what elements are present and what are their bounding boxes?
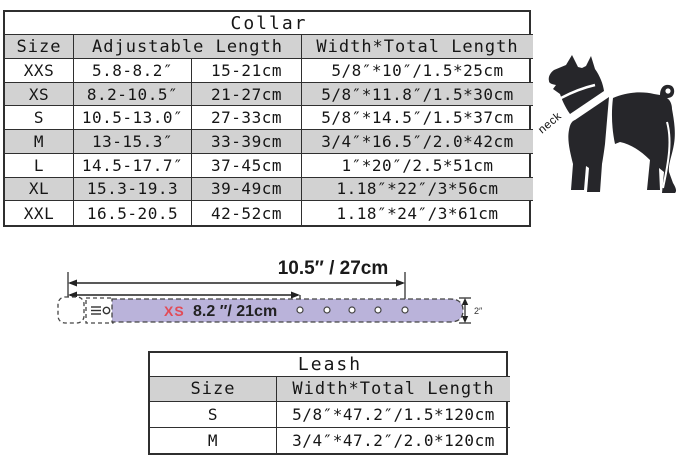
- dog-head-silhouette: [548, 55, 604, 114]
- dog-chest-silhouette: [568, 97, 609, 192]
- leash-header-size: Size: [150, 377, 277, 402]
- collar-strap: [111, 298, 464, 323]
- collar-row-size: S: [5, 106, 74, 131]
- dog-body-silhouette: [611, 84, 677, 193]
- collar-row-cm: 39-49cm: [192, 177, 302, 202]
- collar-row-cm: 37-45cm: [192, 153, 302, 178]
- strap-holes: [296, 306, 409, 314]
- buckle-outline: [57, 296, 85, 324]
- collar-row-inch: 10.5-13.0″: [74, 106, 192, 131]
- leash-row-width-total: 5/8″*47.2″/1.5*120cm: [277, 402, 510, 428]
- collar-row-inch: 15.3-19.3: [74, 177, 192, 202]
- arrowhead-left: [68, 279, 77, 287]
- collar-row-cm: 33-39cm: [192, 130, 302, 154]
- collar-row-width-total: 5/8″*11.8″/1.5*30cm: [302, 82, 533, 107]
- collar-row-size: XS: [5, 82, 74, 107]
- leash-row-size: M: [150, 427, 277, 453]
- collar-row-inch: 8.2-10.5″: [74, 82, 192, 107]
- collar-row-width-total: 5/8″*14.5″/1.5*37cm: [302, 106, 533, 131]
- collar-header-adjustable-length: Adjustable Length: [74, 35, 302, 59]
- collar-row-cm: 15-21cm: [192, 59, 302, 83]
- dog-hindleg-stripe: [662, 121, 671, 189]
- leash-row-width-total: 3/4″*47.2″/2.0*120cm: [292, 430, 495, 450]
- arrowhead-up: [461, 298, 469, 305]
- dog-collar-line: [560, 83, 596, 100]
- leash-size-table: Leash Size Width*Total Length S 5/8″*47.…: [148, 351, 510, 455]
- buckle-pin-icon: [91, 306, 111, 315]
- collar-row-cm: 42-52cm: [192, 201, 302, 225]
- collar-size-table: Collar Size Adjustable Length Width*Tota…: [3, 10, 533, 227]
- dog-illustration: neck: [536, 55, 677, 193]
- collar-table-title: Collar: [5, 12, 533, 35]
- collar-row-width-total: 1.18″*22″/3*56cm: [302, 177, 533, 202]
- collar-row-cm: 27-33cm: [192, 106, 302, 131]
- collar-row-width-total: 1″*20″/2.5*51cm: [302, 154, 533, 178]
- collar-row-cm: 21-27cm: [192, 82, 302, 107]
- collar-header-size: Size: [5, 35, 74, 59]
- collar-row-inch: 5.8-8.2″: [74, 59, 192, 83]
- collar-header-width-total: Width*Total Length: [302, 35, 533, 59]
- total-length-label: 10.5″ / 27cm: [278, 258, 389, 279]
- firsthole-length-label: 8.2 ″/ 21cm: [193, 303, 277, 320]
- leash-row-size: S: [150, 402, 277, 428]
- collar-row-width-total: 3/4″*16.5″/2.0*42cm: [302, 130, 533, 154]
- collar-measurement-diagram: 10.5″ / 27cm XS 8.2 ″/ 2: [57, 258, 483, 324]
- collar-row-inch: 16.5-20.5: [74, 201, 192, 225]
- collar-row-width-total: 1.18″*24″/3*61cm: [336, 203, 499, 223]
- collar-row-size: L: [5, 153, 74, 178]
- strap-size-label: XS: [164, 303, 185, 319]
- collar-row-inch: 13-15.3″: [74, 130, 192, 154]
- leash-header-width-total: Width*Total Length: [277, 377, 510, 402]
- leash-table-title: Leash: [150, 353, 510, 377]
- arrowhead-right: [396, 279, 405, 287]
- collar-row-size: XXS: [5, 59, 74, 83]
- neck-label: neck: [536, 110, 564, 136]
- collar-row-size: XXL: [5, 201, 74, 225]
- collar-row-size: XL: [5, 177, 74, 202]
- collar-row-inch: 14.5-17.7″: [74, 153, 192, 178]
- strap-width-label: 2″: [474, 306, 483, 316]
- collar-row-width-total: 5/8″*10″/1.5*25cm: [302, 59, 533, 83]
- arrowhead-down: [461, 316, 469, 323]
- collar-row-size: M: [5, 130, 74, 154]
- dog-tail-curl: [665, 88, 671, 94]
- arrowhead-right: [291, 291, 300, 299]
